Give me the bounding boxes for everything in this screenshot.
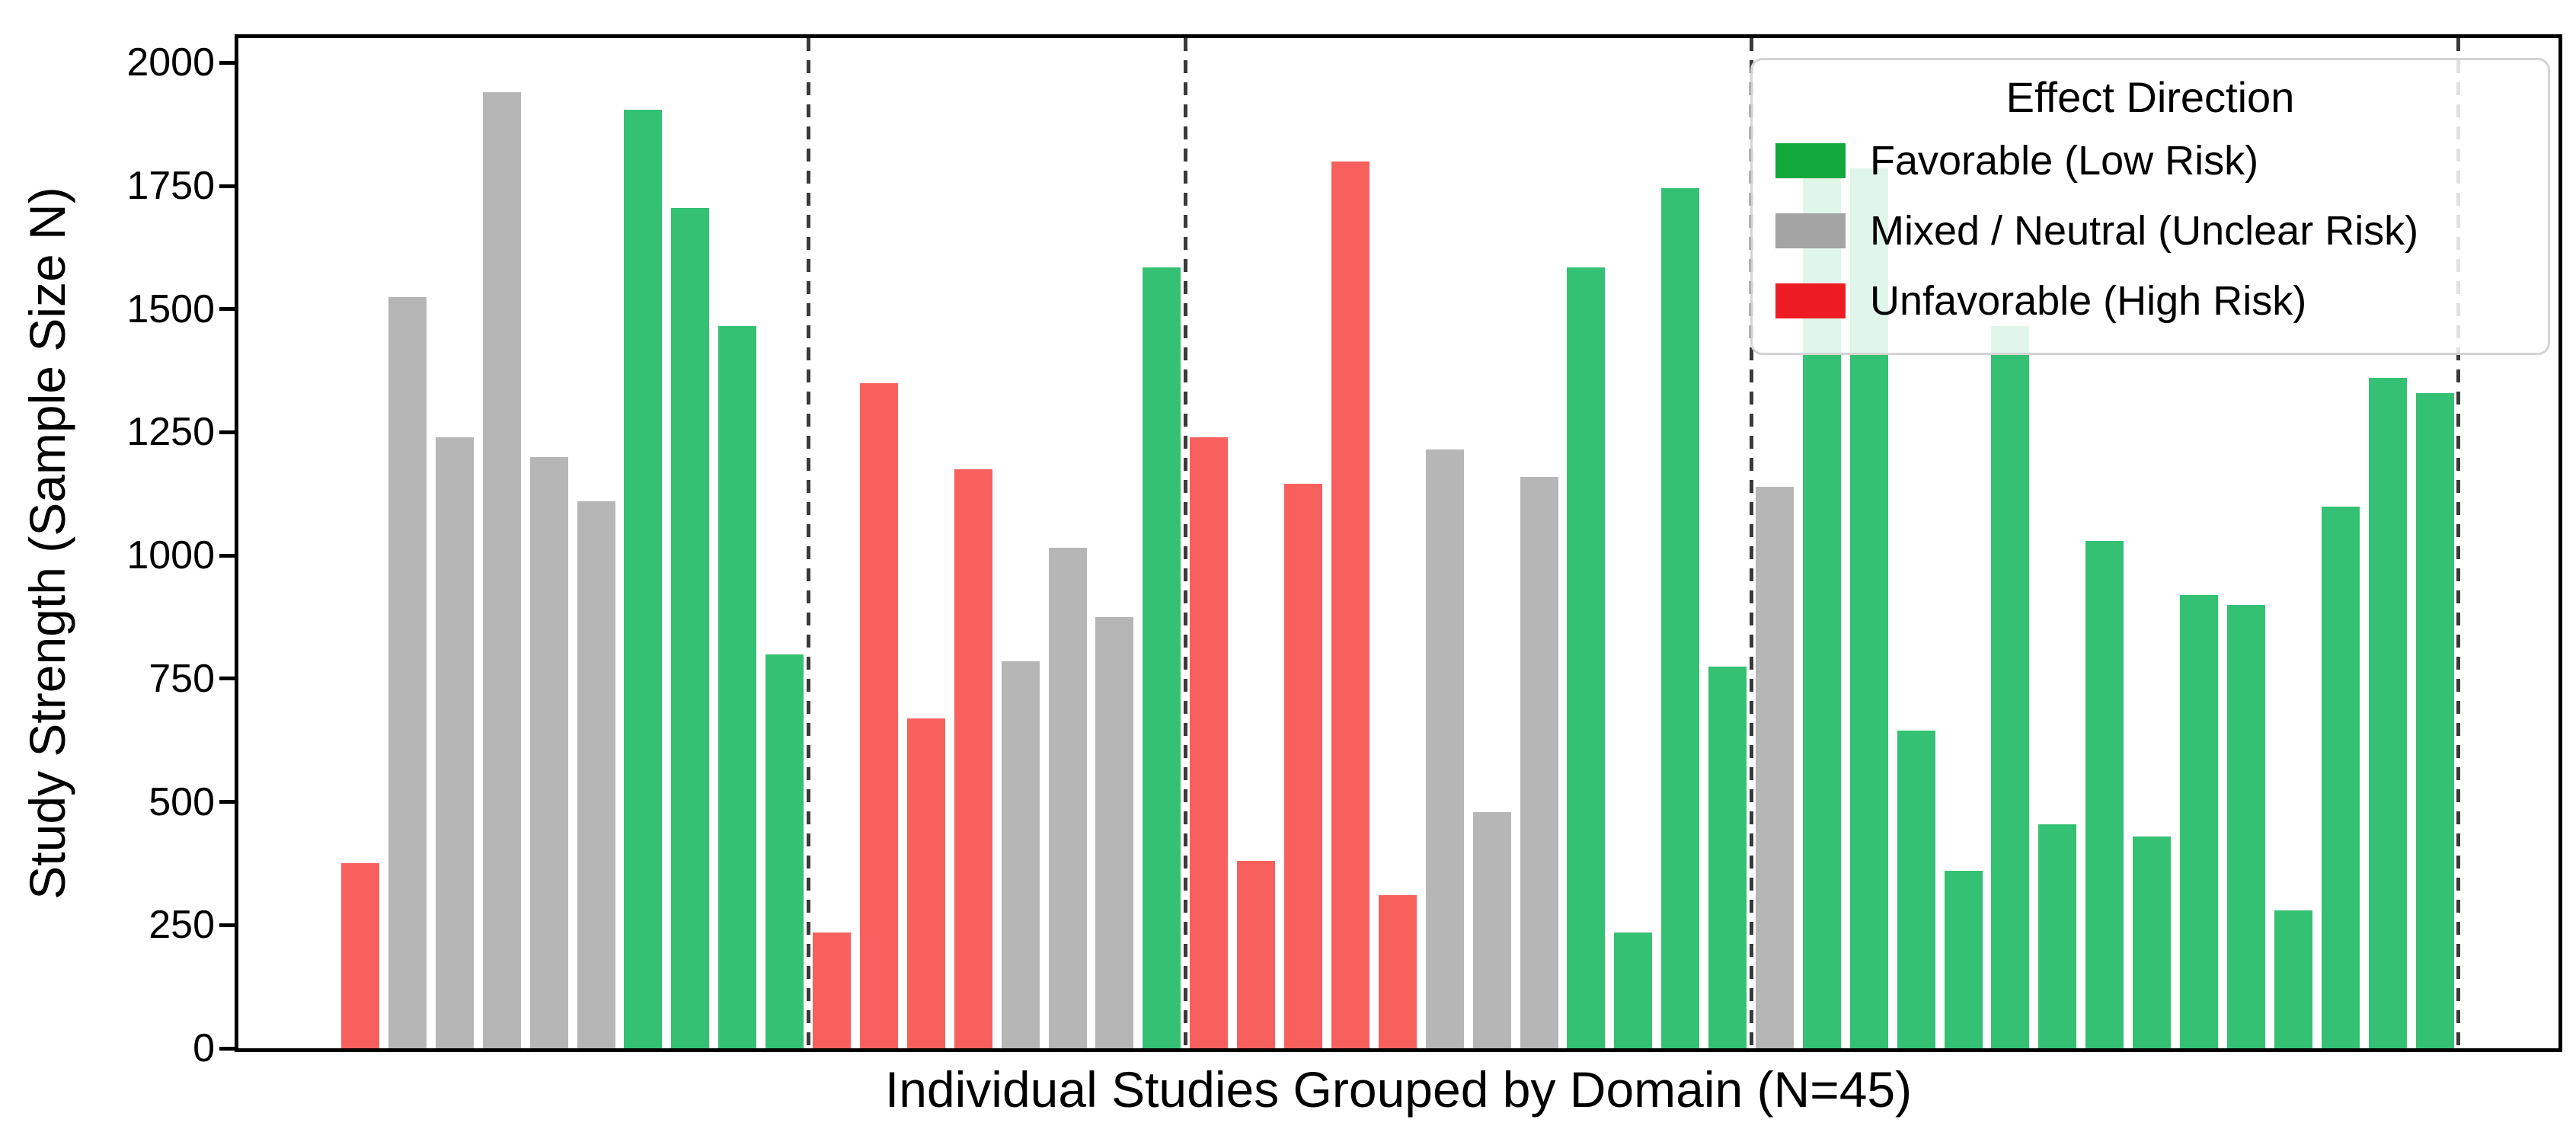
y-tick-label: 1000 bbox=[126, 533, 215, 578]
x-axis-label: Individual Studies Grouped by Domain (N=… bbox=[884, 1061, 1913, 1118]
bar-favorable bbox=[2038, 824, 2077, 1048]
bar-favorable bbox=[1567, 267, 1606, 1048]
bar-favorable bbox=[765, 654, 804, 1048]
y-tick-mark bbox=[219, 184, 235, 188]
domain-separator bbox=[1183, 38, 1187, 1048]
bar-unfavorable bbox=[906, 718, 945, 1048]
y-tick-label: 0 bbox=[193, 1026, 215, 1070]
bar-neutral bbox=[1001, 661, 1040, 1048]
y-tick-mark bbox=[219, 553, 235, 558]
bar-unfavorable bbox=[1190, 437, 1229, 1048]
bar-favorable bbox=[1897, 730, 1935, 1048]
domain-separator bbox=[1749, 38, 1753, 1048]
legend-swatch-favorable bbox=[1775, 143, 1846, 178]
legend-label-unfavorable: Unfavorable (High Risk) bbox=[1870, 278, 2307, 324]
bar-unfavorable bbox=[813, 932, 851, 1048]
legend-label-favorable: Favorable (Low Risk) bbox=[1870, 138, 2259, 184]
bar-unfavorable bbox=[1284, 484, 1322, 1048]
bar-unfavorable bbox=[1237, 861, 1276, 1048]
y-tick-mark bbox=[219, 677, 235, 681]
bar-neutral bbox=[1095, 617, 1134, 1048]
bar-unfavorable bbox=[859, 382, 898, 1048]
domain-separator bbox=[2456, 38, 2461, 1048]
y-tick-mark bbox=[219, 1046, 235, 1051]
bar-favorable bbox=[2227, 604, 2265, 1048]
bar-favorable bbox=[2368, 378, 2407, 1048]
y-tick-mark bbox=[219, 60, 235, 65]
bar-favorable bbox=[1944, 871, 1983, 1048]
bar-favorable bbox=[2133, 836, 2172, 1048]
bar-neutral bbox=[1472, 811, 1511, 1048]
bar-unfavorable bbox=[1331, 161, 1369, 1048]
y-tick-mark bbox=[219, 923, 235, 927]
y-tick-mark bbox=[219, 430, 235, 434]
domain-separator bbox=[806, 38, 810, 1048]
legend-entry-unfavorable: Unfavorable (High Risk) bbox=[1775, 272, 2525, 330]
bar-neutral bbox=[435, 437, 474, 1048]
bar-favorable bbox=[1661, 188, 1700, 1048]
bar-favorable bbox=[1143, 267, 1181, 1048]
bar-favorable bbox=[1614, 932, 1653, 1048]
legend-entry-favorable: Favorable (Low Risk) bbox=[1775, 132, 2525, 190]
y-tick-mark bbox=[219, 800, 235, 805]
bar-neutral bbox=[1520, 476, 1558, 1048]
legend-title: Effect Direction bbox=[2006, 73, 2295, 121]
bar-favorable bbox=[671, 208, 710, 1048]
bar-neutral bbox=[1425, 449, 1464, 1048]
bar-favorable bbox=[2321, 506, 2360, 1048]
legend: Effect Direction Favorable (Low Risk) Mix… bbox=[1750, 58, 2550, 355]
legend-rows: Favorable (Low Risk) Mixed / Neutral (Unc… bbox=[1775, 132, 2525, 330]
bar-favorable bbox=[624, 109, 663, 1048]
bar-favorable bbox=[2274, 910, 2312, 1048]
bar-unfavorable bbox=[341, 863, 379, 1048]
bar-neutral bbox=[529, 456, 568, 1048]
y-tick-label: 500 bbox=[149, 779, 215, 824]
legend-swatch-unfavorable bbox=[1775, 283, 1846, 318]
bar-favorable bbox=[718, 326, 757, 1048]
y-tick-label: 250 bbox=[149, 903, 215, 948]
bar-favorable bbox=[1708, 666, 1747, 1048]
bar-unfavorable bbox=[954, 469, 992, 1048]
legend-swatch-neutral bbox=[1775, 213, 1846, 248]
y-tick-label: 2000 bbox=[126, 40, 215, 85]
y-tick-mark bbox=[219, 307, 235, 312]
bar-neutral bbox=[1048, 548, 1087, 1048]
legend-label-neutral: Mixed / Neutral (Unclear Risk) bbox=[1870, 208, 2419, 254]
legend-entry-neutral: Mixed / Neutral (Unclear Risk) bbox=[1775, 202, 2525, 260]
bar-favorable bbox=[2180, 594, 2219, 1048]
bar-favorable bbox=[2415, 392, 2454, 1048]
y-tick-label: 750 bbox=[149, 656, 215, 701]
y-tick-label: 1500 bbox=[126, 286, 215, 331]
bar-neutral bbox=[1755, 486, 1794, 1048]
bar-unfavorable bbox=[1378, 895, 1417, 1048]
plot-area: Effect Direction Favorable (Low Risk) Mix… bbox=[235, 34, 2562, 1052]
bar-favorable bbox=[1991, 326, 2030, 1048]
bar-neutral bbox=[482, 92, 521, 1048]
bar-favorable bbox=[2085, 540, 2124, 1048]
bar-neutral bbox=[577, 501, 615, 1048]
y-tick-label: 1250 bbox=[126, 410, 215, 455]
bar-neutral bbox=[388, 296, 427, 1048]
y-tick-label: 1750 bbox=[126, 164, 215, 209]
